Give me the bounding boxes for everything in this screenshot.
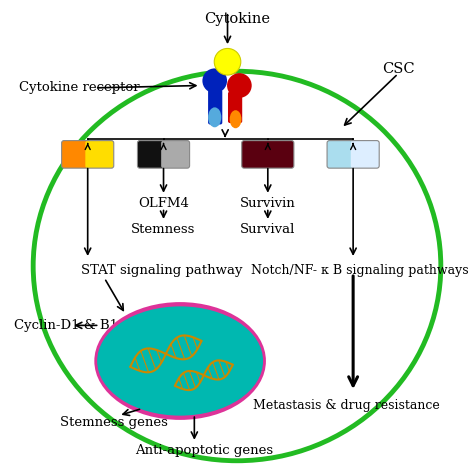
Text: Survivin: Survivin bbox=[240, 197, 296, 210]
Text: Anti-apoptotic genes: Anti-apoptotic genes bbox=[135, 444, 273, 457]
FancyBboxPatch shape bbox=[351, 141, 379, 168]
Ellipse shape bbox=[97, 306, 263, 416]
FancyBboxPatch shape bbox=[137, 141, 166, 168]
Text: Cytokine: Cytokine bbox=[204, 12, 270, 26]
Text: Survival: Survival bbox=[240, 223, 295, 236]
Text: STAT signaling pathway: STAT signaling pathway bbox=[81, 264, 242, 276]
FancyBboxPatch shape bbox=[62, 141, 90, 168]
Text: Metastasis & drug resistance: Metastasis & drug resistance bbox=[253, 399, 439, 412]
FancyBboxPatch shape bbox=[265, 141, 294, 168]
Ellipse shape bbox=[229, 110, 242, 128]
FancyBboxPatch shape bbox=[242, 141, 270, 168]
Ellipse shape bbox=[94, 302, 266, 420]
Text: Cyclin-D1 & B1: Cyclin-D1 & B1 bbox=[14, 319, 118, 332]
Text: Stemness: Stemness bbox=[131, 223, 196, 236]
FancyBboxPatch shape bbox=[327, 141, 356, 168]
FancyBboxPatch shape bbox=[161, 141, 190, 168]
Text: OLFM4: OLFM4 bbox=[138, 197, 189, 210]
Text: Notch/NF- κ B signaling pathways: Notch/NF- κ B signaling pathways bbox=[251, 264, 469, 276]
Text: CSC: CSC bbox=[382, 62, 414, 76]
FancyBboxPatch shape bbox=[85, 141, 114, 168]
Circle shape bbox=[227, 73, 252, 98]
FancyBboxPatch shape bbox=[208, 90, 222, 124]
FancyBboxPatch shape bbox=[228, 92, 242, 123]
Circle shape bbox=[202, 68, 227, 93]
Circle shape bbox=[214, 48, 241, 75]
Text: Stemness genes: Stemness genes bbox=[60, 416, 168, 428]
Ellipse shape bbox=[208, 107, 221, 127]
Text: Cytokine receptor: Cytokine receptor bbox=[19, 81, 139, 95]
